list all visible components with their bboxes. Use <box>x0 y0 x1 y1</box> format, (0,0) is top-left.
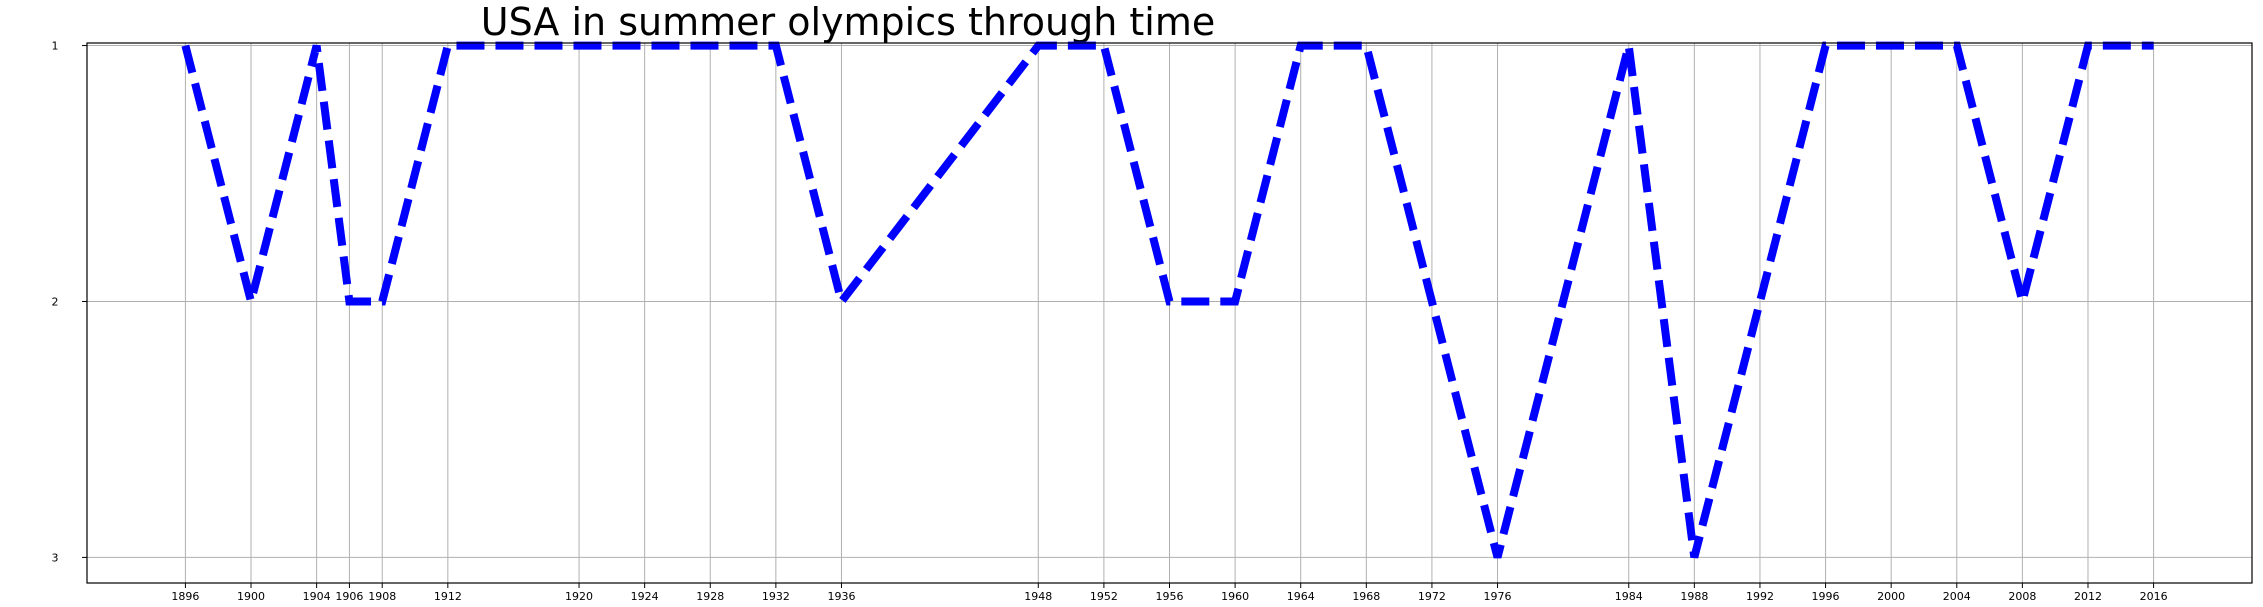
x-tick-label: 1968 <box>1352 590 1380 603</box>
x-tick-label: 2016 <box>2140 590 2168 603</box>
grid-lines <box>87 43 2252 583</box>
x-tick-label: 1906 <box>335 590 363 603</box>
x-tick-label: 1908 <box>368 590 396 603</box>
series-line-0 <box>181 41 2154 559</box>
x-tick-label: 2008 <box>2008 590 2036 603</box>
x-tick-label: 1984 <box>1615 590 1643 603</box>
series-lines <box>181 41 2154 559</box>
x-tick-label: 2000 <box>1877 590 1905 603</box>
x-tick-label: 1952 <box>1090 590 1118 603</box>
x-tick-label: 1932 <box>762 590 790 603</box>
y-tick-label: 3 <box>52 551 59 564</box>
x-tick-label: 1996 <box>1812 590 1840 603</box>
axis-ticks: 1896 1900 1904 1906 1908 1912 1920 1924 1928 1932… <box>52 40 2168 603</box>
x-tick-label: 1964 <box>1287 590 1315 603</box>
y-tick-label: 2 <box>52 295 59 308</box>
x-tick-label: 1992 <box>1746 590 1774 603</box>
x-tick-label: 1912 <box>434 590 462 603</box>
x-tick-label: 1904 <box>303 590 331 603</box>
x-tick-label: 2012 <box>2074 590 2102 603</box>
x-tick-label: 1936 <box>827 590 855 603</box>
x-tick-label: 1956 <box>1156 590 1184 603</box>
x-tick-label: 1924 <box>631 590 659 603</box>
x-tick-label: 1928 <box>696 590 724 603</box>
x-tick-label: 1972 <box>1418 590 1446 603</box>
axes-frame <box>86 42 2253 584</box>
x-tick-label: 1976 <box>1484 590 1512 603</box>
x-tick-label: 1896 <box>171 590 199 603</box>
y-tick-label: 1 <box>52 40 59 53</box>
x-tick-label: 1988 <box>1680 590 1708 603</box>
x-tick-label: 1948 <box>1024 590 1052 603</box>
x-tick-label: 1920 <box>565 590 593 603</box>
x-tick-label: 1960 <box>1221 590 1249 603</box>
chart-title: USA in summer olympics through time <box>481 0 1215 44</box>
x-tick-label: 1900 <box>237 590 265 603</box>
x-tick-label: 2004 <box>1943 590 1971 603</box>
